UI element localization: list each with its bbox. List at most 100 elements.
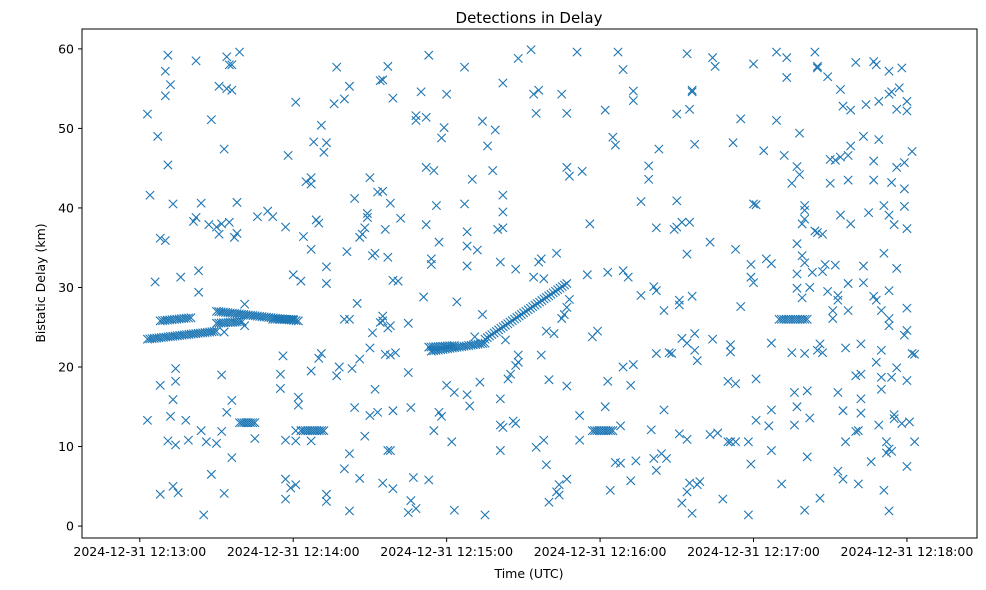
data-point-708 [892, 104, 902, 114]
data-point-458 [536, 350, 546, 360]
data-point-309 [291, 480, 301, 490]
data-point-554 [705, 237, 715, 247]
data-point-367 [378, 75, 388, 85]
data-point-580 [751, 415, 761, 425]
data-point-321 [321, 489, 332, 499]
data-point-456 [541, 326, 551, 336]
data-point-43 [183, 313, 194, 323]
data-point-392 [421, 220, 431, 230]
data-point-202 [594, 426, 604, 436]
data-point-506 [626, 476, 636, 486]
data-point-643 [833, 387, 843, 398]
data-point-152 [795, 314, 805, 324]
data-point-477 [564, 171, 574, 181]
x-tick-label-0: 2024-12-31 12:13:00 [73, 544, 206, 559]
data-point-473 [562, 474, 572, 484]
data-point-647 [838, 101, 848, 111]
data-point-552 [687, 291, 697, 301]
data-point-584 [764, 421, 774, 431]
data-point-462 [544, 375, 554, 385]
data-point-502 [628, 95, 638, 106]
y-tick-label-0: 0 [66, 519, 74, 534]
data-point-311 [280, 435, 291, 445]
data-point-656 [846, 141, 856, 151]
data-point-231 [155, 380, 165, 390]
data-point-229 [163, 160, 173, 170]
data-point-713 [897, 63, 907, 73]
data-point-204 [599, 426, 609, 436]
data-point-379 [403, 367, 413, 378]
data-point-316 [306, 436, 316, 446]
data-point-432 [480, 510, 490, 520]
data-point-688 [879, 200, 889, 211]
data-point-438 [505, 369, 516, 379]
data-point-448 [526, 45, 536, 55]
data-point-730 [910, 437, 920, 447]
data-point-384 [411, 503, 421, 514]
data-point-144 [776, 314, 787, 324]
data-point-717 [899, 201, 909, 211]
data-point-451 [531, 108, 541, 118]
data-point-702 [887, 177, 897, 188]
data-point-329 [332, 371, 342, 381]
data-point-335 [347, 364, 357, 374]
data-point-385 [408, 472, 418, 483]
data-point-406 [442, 380, 452, 390]
data-point-193 [307, 426, 317, 436]
data-point-400 [429, 426, 439, 436]
data-point-301 [321, 138, 332, 148]
data-point-322 [329, 99, 339, 109]
data-point-299 [309, 137, 319, 147]
data-point-195 [312, 426, 322, 436]
data-point-607 [800, 214, 810, 224]
data-point-319 [306, 366, 316, 376]
data-point-210 [270, 314, 280, 324]
data-point-268 [234, 47, 245, 57]
data-point-532 [674, 429, 684, 439]
data-point-203 [596, 426, 607, 436]
data-point-314 [293, 400, 303, 410]
data-point-626 [815, 339, 825, 349]
data-point-563 [731, 379, 741, 389]
data-point-283 [268, 212, 278, 222]
data-point-565 [725, 347, 736, 357]
data-point-635 [825, 178, 835, 188]
data-point-435 [495, 420, 505, 430]
y-tick-label-1: 10 [58, 439, 74, 454]
data-point-358 [385, 321, 395, 331]
data-point-273 [217, 370, 227, 380]
plot-frame [81, 28, 978, 539]
data-point-497 [615, 458, 626, 468]
data-point-646 [835, 84, 846, 95]
data-point-460 [539, 435, 549, 445]
x-tick-label-3: 2024-12-31 12:16:00 [534, 544, 667, 559]
data-point-542 [682, 249, 692, 259]
data-point-372 [388, 406, 398, 416]
data-point-574 [748, 199, 759, 209]
data-point-684 [876, 372, 886, 382]
data-point-263 [222, 84, 232, 94]
data-point-364 [380, 224, 390, 235]
data-point-398 [434, 237, 444, 247]
data-point-402 [436, 411, 447, 421]
data-point-207 [606, 426, 616, 436]
data-point-179 [237, 317, 247, 327]
data-point-235 [168, 199, 178, 209]
data-point-622 [812, 61, 823, 71]
data-point-534 [682, 487, 692, 497]
x-axis: 2024-12-31 12:13:00 2024-12-31 12:14:00 20… [73, 538, 973, 559]
data-point-401 [434, 407, 444, 417]
data-point-428 [498, 207, 508, 217]
data-point-645 [835, 152, 846, 162]
data-point-515 [654, 144, 664, 154]
data-point-377 [390, 348, 401, 358]
data-point-529 [674, 295, 684, 305]
y-tick-label-4: 40 [58, 200, 74, 215]
data-point-323 [332, 62, 342, 72]
data-point-624 [812, 228, 823, 238]
data-point-380 [406, 402, 416, 413]
data-point-672 [863, 208, 874, 218]
data-point-253 [199, 510, 209, 520]
data-point-239 [168, 395, 178, 405]
data-point-485 [592, 326, 603, 336]
